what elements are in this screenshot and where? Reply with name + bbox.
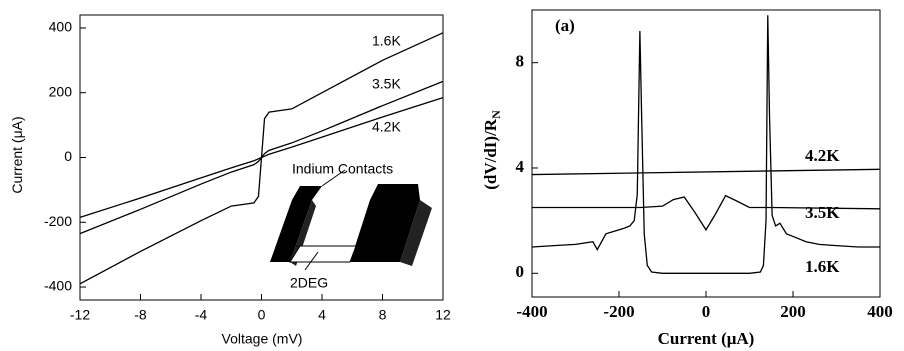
- series-line: [531, 15, 880, 274]
- x-tick-label: 4: [318, 307, 326, 323]
- series-label: 1.6K: [805, 257, 840, 276]
- x-tick-label: 12: [435, 307, 451, 323]
- series-label: 3.5K: [372, 76, 401, 92]
- y-axis-label-sub: N: [489, 110, 503, 119]
- left-panel: -12 -8 -4 0 4 8 12 -400 -200 0 200 400 1.6K 3.5K 4.2K V…: [9, 14, 451, 347]
- y-axis-label-text: Current (μA): [9, 116, 25, 193]
- x-tick-label: 0: [258, 307, 266, 323]
- series-line: [79, 96, 444, 219]
- y-tick-label: 0: [516, 262, 525, 281]
- x-tick-label: 8: [379, 307, 387, 323]
- x-tick-label: 200: [780, 302, 806, 321]
- y-tick-label: 0: [64, 148, 72, 164]
- y-tick-label: 4: [516, 157, 525, 176]
- inset-label: Indium Contacts: [292, 161, 393, 177]
- series-label: 4.2K: [372, 119, 401, 135]
- x-axis-label: Voltage (mV): [222, 331, 303, 347]
- x-axis-label: Current (μA): [658, 329, 755, 348]
- series-label: 3.5K: [805, 203, 840, 222]
- series-label: 1.6K: [372, 33, 401, 49]
- y-tick-label: 200: [49, 83, 73, 99]
- x-tick-label: -8: [134, 307, 147, 323]
- y-tick-label: 400: [49, 19, 73, 35]
- x-tick-label: -200: [603, 302, 634, 321]
- y-axis-label-text: (dV/dI)/R: [481, 118, 500, 190]
- series-label: 4.2K: [805, 146, 840, 165]
- x-tick-label: 400: [867, 302, 893, 321]
- x-tick-label: -400: [516, 302, 547, 321]
- series-line: [531, 168, 881, 176]
- y-axis-label: (dV/dI)/RN: [481, 110, 503, 190]
- x-tick-label: -4: [195, 307, 208, 323]
- x-tick-label: 0: [702, 302, 711, 321]
- y-axis-label: Current (μA): [9, 116, 25, 193]
- series-line: [532, 194, 881, 232]
- right-panel: -400 -200 0 200 400 0 4 8 4.2K 3.5K 1.6K Current (μ…: [481, 9, 893, 348]
- y-tick-label: 8: [516, 52, 525, 71]
- inset-label: 2DEG: [290, 275, 328, 291]
- y-tick-label: -200: [44, 213, 72, 229]
- x-tick-label: -12: [70, 307, 90, 323]
- y-tick-label: -400: [44, 278, 72, 294]
- inset-diagram: [270, 169, 432, 271]
- chart-title: (a): [555, 16, 575, 35]
